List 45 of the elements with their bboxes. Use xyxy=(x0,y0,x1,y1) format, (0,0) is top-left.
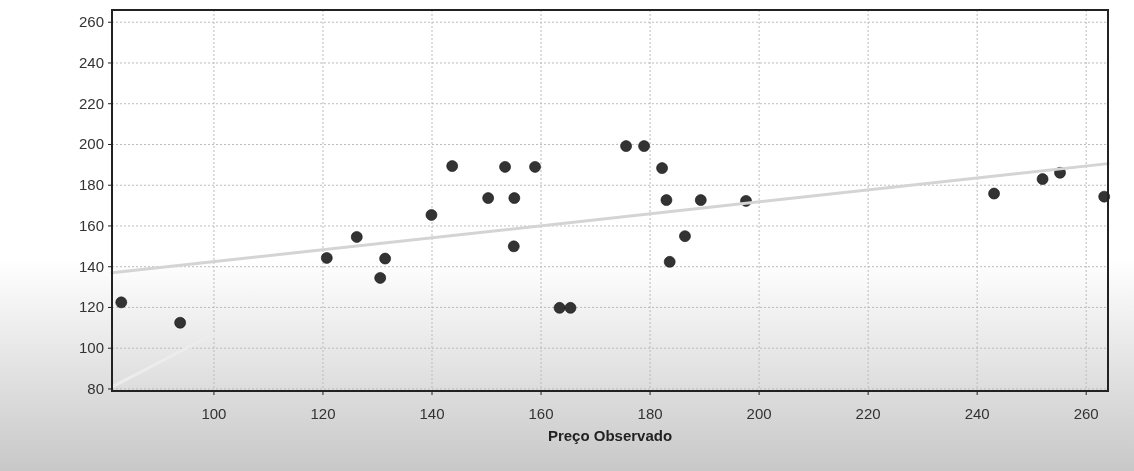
point xyxy=(1036,173,1049,185)
y-tick-label: 260 xyxy=(78,13,104,31)
point xyxy=(679,230,691,242)
point xyxy=(1098,190,1110,203)
point xyxy=(320,252,333,264)
point xyxy=(553,302,566,314)
point xyxy=(656,162,668,174)
point xyxy=(499,161,511,173)
x-tick-label: 100 xyxy=(201,405,227,422)
x-tick-label: 240 xyxy=(964,405,990,422)
x-tick-label: 140 xyxy=(419,405,445,422)
x-tick-label: 260 xyxy=(1073,405,1099,422)
x-axis-title: Preço Observado xyxy=(547,427,673,444)
point xyxy=(379,252,391,265)
point xyxy=(663,256,676,268)
point xyxy=(374,272,387,284)
y-tick-label: 80 xyxy=(87,379,104,397)
point xyxy=(115,296,128,309)
y-tick-label: 160 xyxy=(78,216,104,234)
point xyxy=(660,194,673,206)
y-tick-label: 240 xyxy=(78,53,104,71)
y-tick-label: 120 xyxy=(78,298,104,316)
point xyxy=(988,187,1000,200)
point xyxy=(350,231,363,243)
point xyxy=(638,140,650,152)
point xyxy=(508,192,521,204)
point xyxy=(174,316,186,329)
y-tick-label: 100 xyxy=(78,339,104,357)
point xyxy=(620,140,632,152)
point xyxy=(694,194,707,206)
point xyxy=(425,209,438,221)
point xyxy=(446,160,458,172)
x-tick-label: 200 xyxy=(746,405,772,422)
y-tick-label: 140 xyxy=(78,257,104,275)
x-tick-label: 160 xyxy=(528,405,554,422)
x-tick-label: 180 xyxy=(637,405,663,422)
point xyxy=(564,302,577,314)
y-tick-label: 220 xyxy=(78,94,104,112)
x-tick-label: 220 xyxy=(855,405,881,422)
point xyxy=(507,240,520,253)
y-tick-label: 180 xyxy=(78,176,104,194)
point xyxy=(529,161,541,173)
point xyxy=(482,192,494,204)
y-tick-label: 200 xyxy=(78,135,104,153)
x-tick-label: 120 xyxy=(310,405,336,422)
